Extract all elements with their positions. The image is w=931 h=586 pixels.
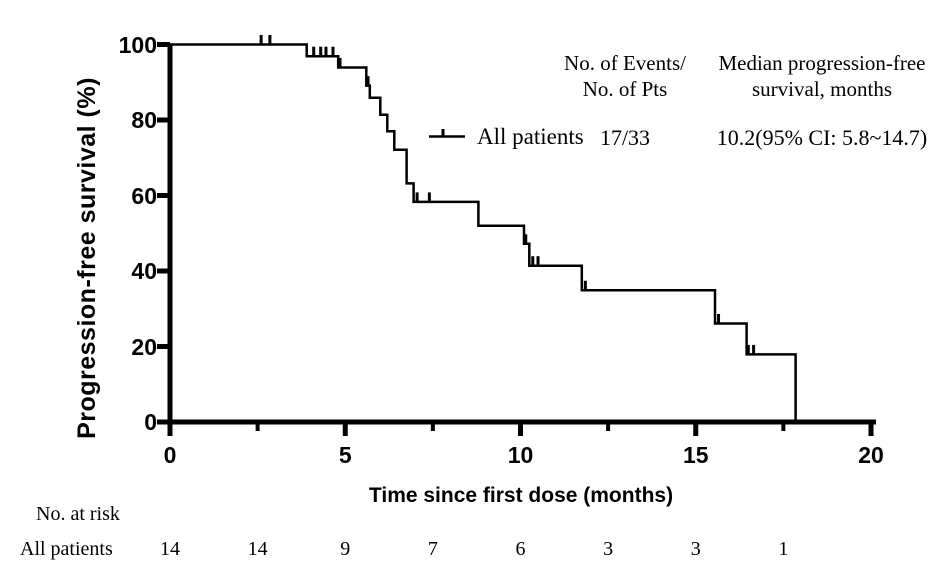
x-tick-label-20: 20 [858, 442, 884, 468]
y-tick-label-40: 40 [131, 258, 157, 284]
risk-count-17.5: 1 [778, 538, 789, 560]
y-tick-label-20: 20 [131, 333, 157, 360]
y-tick-label-80: 80 [131, 107, 157, 133]
km-curve-all-patients [170, 43, 797, 422]
risk-count-0: 14 [160, 538, 180, 560]
censor-tick-marker-icon [428, 127, 466, 146]
risk-table-header: No. at risk [36, 503, 120, 525]
y-tick-label-0: 0 [144, 409, 157, 435]
x-tick-label-15: 15 [682, 442, 709, 468]
legend-events-header-line1: No. of Events/ [564, 51, 686, 75]
x-tick-label-10: 10 [507, 442, 534, 468]
y-tick-label-100: 100 [118, 31, 157, 58]
risk-count-2.5: 14 [247, 538, 268, 560]
legend-series-label: All patients [477, 124, 584, 149]
x-tick-label-0: 0 [163, 442, 177, 468]
risk-count-5: 9 [340, 538, 351, 560]
legend-median-header-line2: survival, months [752, 77, 892, 101]
legend-median-value: 10.2(95% CI: 5.8~14.7) [716, 125, 928, 150]
risk-count-12.5: 3 [603, 538, 614, 560]
y-tick-label-60: 60 [131, 182, 157, 209]
x-tick-label-5: 5 [338, 442, 352, 468]
risk-count-10: 6 [515, 538, 526, 560]
risk-count-7.5: 7 [427, 538, 438, 560]
legend-events-value: 17/33 [599, 125, 651, 150]
risk-count-15: 3 [690, 538, 701, 560]
risk-row-label: All patients [20, 538, 113, 560]
x-axis-title: Time since first dose (months) [368, 484, 674, 507]
legend-median-header-line1: Median progression-free [718, 51, 926, 75]
legend-events-header-line2: No. of Pts [582, 77, 668, 101]
